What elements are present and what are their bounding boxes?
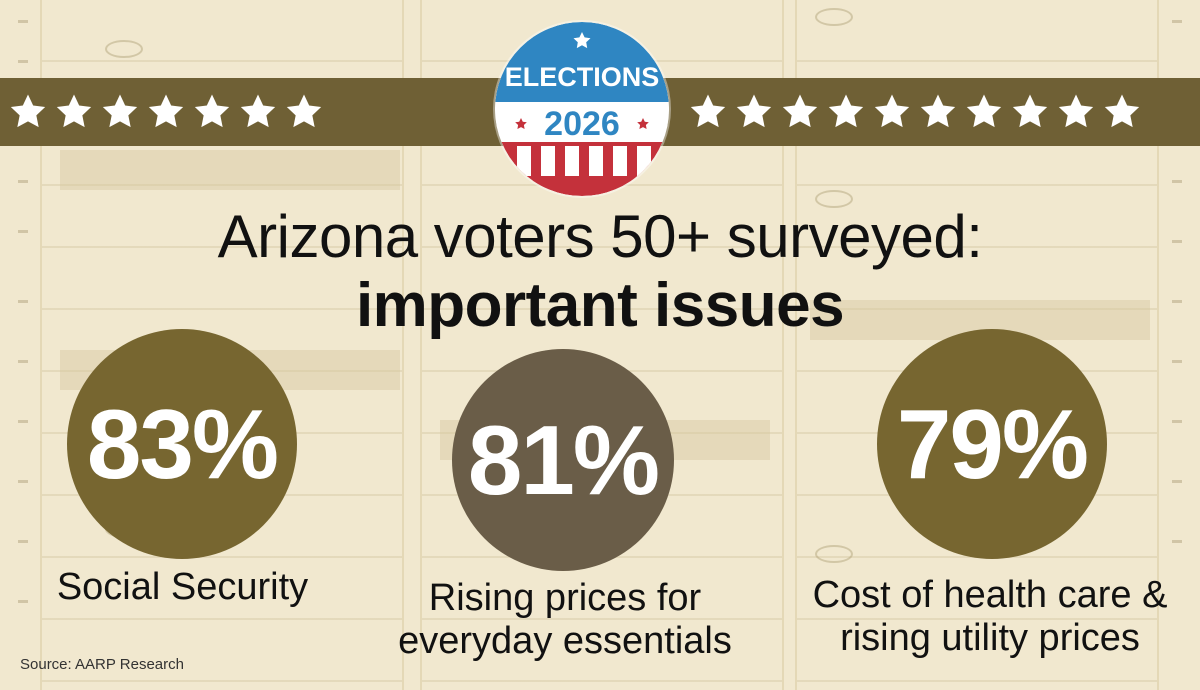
star-icon xyxy=(10,94,46,128)
star-icon xyxy=(920,94,956,128)
stat-value: 83% xyxy=(86,388,279,499)
badge-line1: ELECTIONS xyxy=(505,62,660,92)
star-icon xyxy=(56,94,92,128)
stat-label-line: Rising prices for xyxy=(428,577,702,619)
stat-label-rising-prices: Rising prices for everyday essentials xyxy=(360,577,770,663)
stat-value: 81% xyxy=(467,404,660,515)
star-row-right xyxy=(688,78,1142,146)
star-icon xyxy=(736,94,772,128)
star-icon xyxy=(194,94,230,128)
stat-label-line: Cost of health care & xyxy=(812,574,1168,616)
stat-label-line: rising utility prices xyxy=(840,617,1140,659)
star-icon xyxy=(690,94,726,128)
stat-circle-social-security: 83% xyxy=(67,329,297,559)
ballot-oval xyxy=(815,545,853,563)
ballot-band xyxy=(60,150,400,190)
stat-circle-rising-prices: 81% xyxy=(452,349,674,571)
page-title-line2: important issues xyxy=(355,271,845,340)
star-icon xyxy=(966,94,1002,128)
star-icon xyxy=(1058,94,1094,128)
ballot-oval xyxy=(815,8,853,26)
star-icon xyxy=(782,94,818,128)
stat-value: 79% xyxy=(896,388,1089,499)
star-icon xyxy=(1012,94,1048,128)
elections-badge: ELECTIONS 2026 xyxy=(495,22,669,196)
ballot-oval xyxy=(105,40,143,58)
stat-label-line: Social Security xyxy=(56,566,309,608)
star-icon xyxy=(874,94,910,128)
stat-label-line: everyday essentials xyxy=(398,620,732,662)
ballot-oval xyxy=(815,190,853,208)
badge-line2: 2026 xyxy=(544,105,620,143)
page-title-line1: Arizona voters 50+ surveyed: xyxy=(217,203,983,270)
star-icon xyxy=(1104,94,1140,128)
source-note: Source: AARP Research xyxy=(20,656,184,673)
star-icon xyxy=(102,94,138,128)
star-icon xyxy=(148,94,184,128)
stat-label-health-care: Cost of health care & rising utility pri… xyxy=(790,574,1190,660)
stat-circle-health-care: 79% xyxy=(877,329,1107,559)
star-row-left xyxy=(8,78,324,146)
star-icon xyxy=(240,94,276,128)
star-icon xyxy=(828,94,864,128)
elections-badge-graphic: ELECTIONS 2026 xyxy=(495,22,669,196)
star-icon xyxy=(286,94,322,128)
stat-label-social-security: Social Security xyxy=(0,566,365,609)
